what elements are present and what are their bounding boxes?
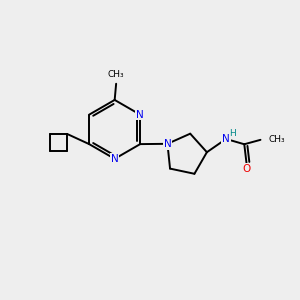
Text: N: N [164, 139, 171, 149]
Text: O: O [242, 164, 251, 174]
Text: N: N [136, 110, 144, 120]
Text: N: N [222, 134, 230, 144]
Text: CH₃: CH₃ [108, 70, 124, 79]
Text: CH₃: CH₃ [269, 135, 285, 144]
Text: H: H [229, 129, 236, 138]
Text: N: N [111, 154, 119, 164]
